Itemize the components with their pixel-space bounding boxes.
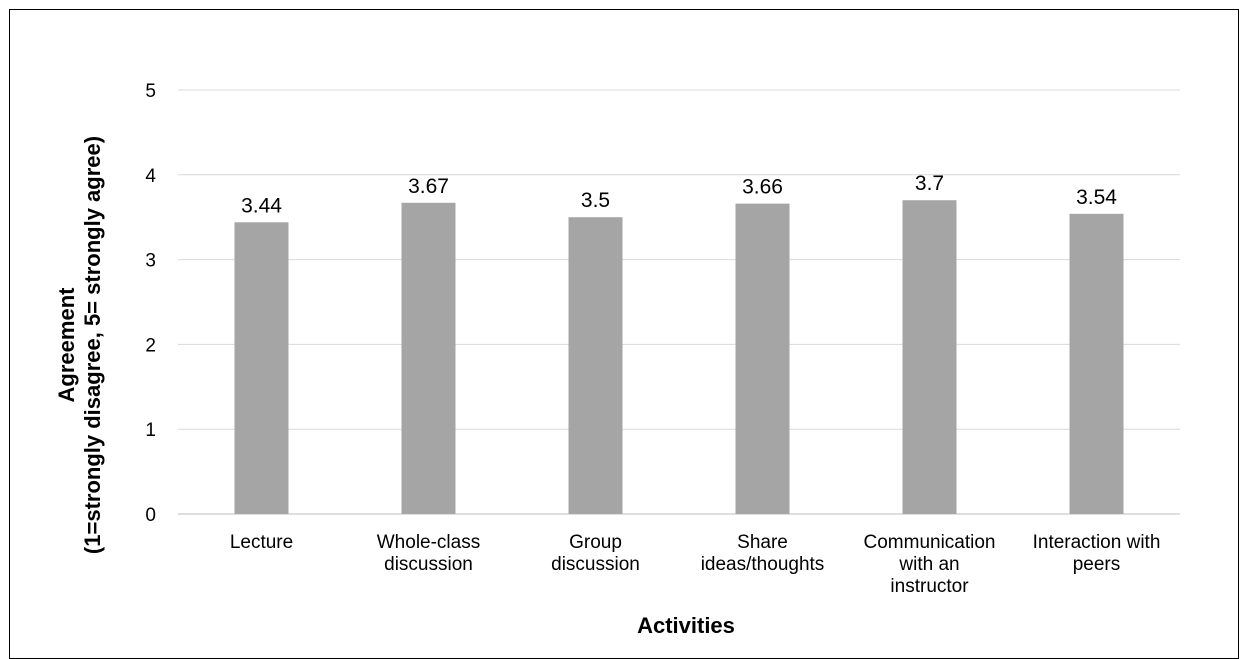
y-axis-title-line-1: Agreement [54,287,79,403]
bar [401,202,456,514]
data-label: 3.5 [581,189,610,212]
bar [1069,213,1124,515]
y-tick-label: 2 [145,335,156,356]
bar [568,217,623,514]
bar [902,200,957,515]
bar [234,222,289,514]
x-category-label: Whole-class discussion [377,532,480,575]
data-label: 3.66 [742,176,783,199]
gridlines [178,89,1180,515]
y-tick-label: 4 [145,166,156,187]
y-tick-label: 1 [145,420,156,441]
y-tick-label: 0 [145,505,156,526]
x-category-label: Lecture [230,532,293,553]
y-axis-title: Agreement (1=strongly disagree, 5= stron… [54,136,105,554]
data-label: 3.7 [915,172,944,195]
data-label: 3.54 [1076,186,1117,209]
x-axis-title: Activities [637,613,735,638]
bar [735,203,790,514]
data-labels: 3.44 3.67 3.5 3.66 3.7 3.54 [241,172,1117,217]
x-category-label: Group discussion [551,532,640,575]
y-axis-title-line-2: (1=strongly disagree, 5= strongly agree) [80,136,105,554]
y-tick-label: 3 [145,251,156,272]
x-category-label: Share ideas/thoughts [701,532,825,575]
y-tick-label: 5 [145,81,156,102]
chart-frame [9,9,1239,659]
y-axis-ticks: 0 1 2 3 4 5 [145,81,156,526]
x-axis-categories: Lecture Whole-class discussion Group discuss… [230,532,1161,597]
data-label: 3.44 [241,194,282,217]
bars [234,200,1124,515]
x-category-label: Interaction with peers [1033,532,1161,575]
data-label: 3.67 [408,175,449,198]
x-category-label: Communication with an instructor [864,532,996,597]
